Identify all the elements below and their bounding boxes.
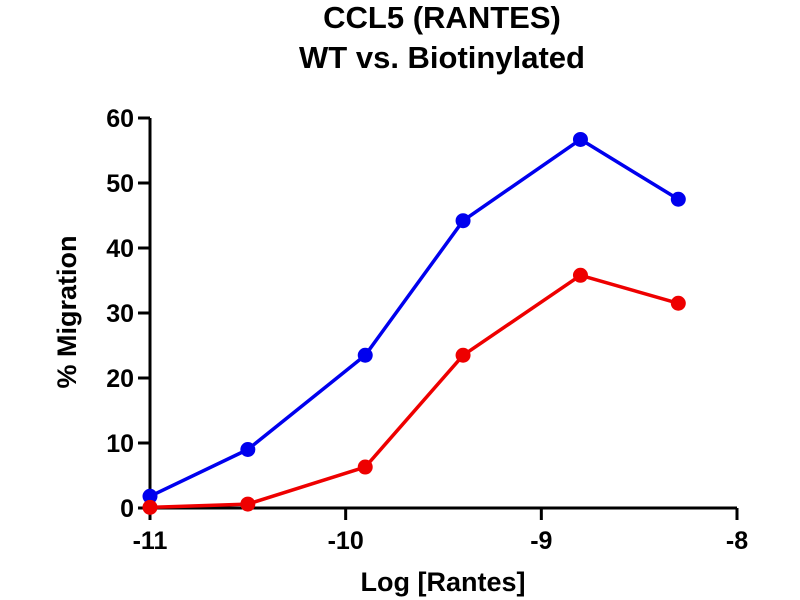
data-point: [142, 499, 158, 515]
x-tick-label: -8: [726, 527, 748, 555]
y-tick-label: 40: [106, 235, 134, 263]
x-tick-label: -11: [133, 527, 168, 555]
data-point: [572, 131, 588, 147]
data-point: [670, 191, 686, 207]
series-line-1: [148, 137, 681, 499]
y-tick-label: 0: [120, 495, 134, 523]
data-point: [240, 496, 256, 512]
series-line-2: [148, 273, 681, 510]
x-axis-label: Log [Rantes]: [361, 567, 526, 597]
data-point: [240, 442, 256, 457]
data-point: [670, 295, 686, 311]
y-tick-label: 10: [106, 430, 134, 458]
x-tick-label: -10: [328, 527, 364, 555]
chart-title: CCL5 (RANTES): [323, 0, 561, 35]
y-tick-label: 20: [106, 365, 134, 393]
data-point: [572, 267, 588, 283]
y-axis-label: % Migration: [52, 236, 82, 389]
chart-subtitle: WT vs. Biotinylated: [299, 40, 585, 75]
x-tick-label: -9: [530, 527, 552, 555]
data-point: [142, 488, 158, 504]
data-point: [455, 347, 471, 363]
y-tick-label: 60: [106, 105, 134, 133]
data-point: [357, 459, 373, 475]
y-tick-label: 30: [106, 300, 134, 328]
data-point: [357, 347, 373, 363]
data-point: [455, 213, 471, 229]
y-tick-label: 50: [106, 170, 134, 198]
